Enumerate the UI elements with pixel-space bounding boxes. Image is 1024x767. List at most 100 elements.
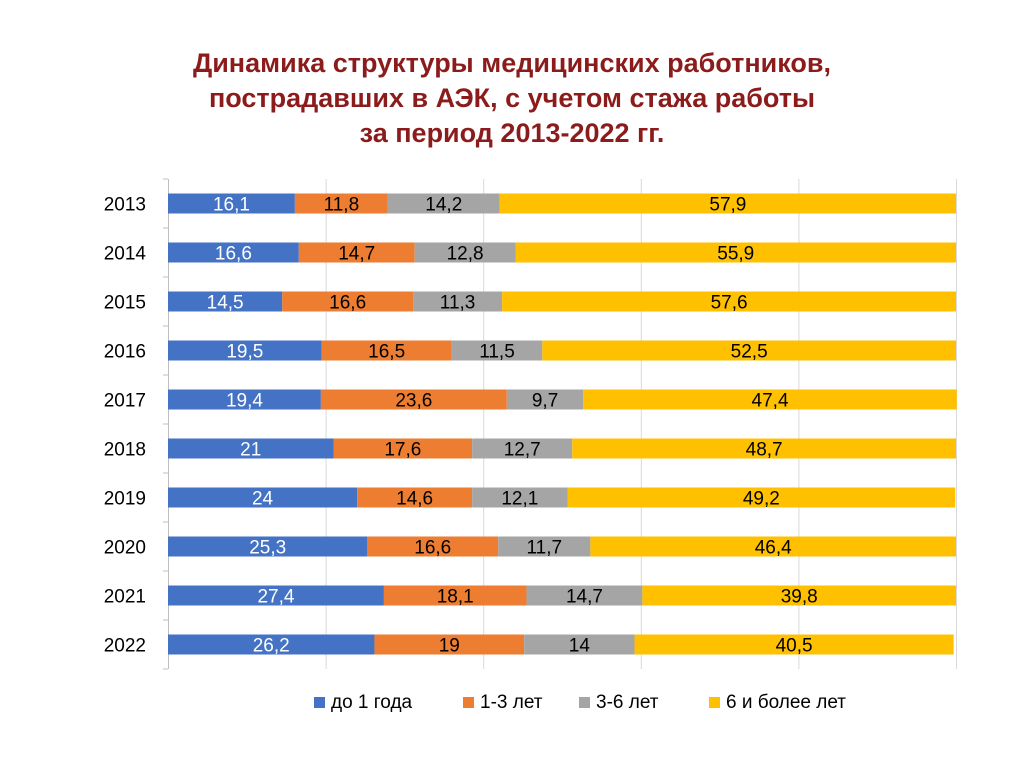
bar-segment [282,291,414,312]
legend-label: 6 и более лет [726,692,846,713]
bar-segment [374,634,525,655]
bar-segment [298,242,415,263]
chart-title: Динамика структуры медицинских работнико… [0,46,1024,151]
bar-segment [168,389,321,410]
bar-segment [583,389,957,410]
data-label: 18,1 [437,587,474,608]
category-label: 2020 [104,538,146,559]
data-label: 11,5 [479,342,515,363]
data-label: 19,4 [226,391,263,412]
data-label: 16,5 [368,342,405,363]
bar-segment [506,389,584,410]
category-label: 2022 [104,636,146,657]
data-label: 52,5 [731,342,768,363]
bar-segment [357,487,473,508]
bar-segment [367,536,499,557]
data-label: 16,6 [414,538,451,559]
data-label: 14,6 [396,489,433,510]
category-label: 2021 [104,587,146,608]
legend-swatch [709,697,720,708]
bar-segment [413,291,503,312]
data-label: 14,5 [207,293,244,314]
bar-segment [642,585,956,606]
data-label: 40,5 [776,636,813,657]
data-label: 55,9 [717,244,754,265]
bar-segment [168,291,283,312]
data-label: 27,4 [257,587,294,608]
data-label: 26,2 [253,636,290,657]
data-label: 57,6 [711,293,748,314]
data-label: 24 [252,489,274,510]
bar-segment [168,340,322,361]
bar-segment [168,242,299,263]
bar-segment [383,585,527,606]
bar-segment [515,242,956,263]
legend-label: до 1 года [331,692,413,713]
category-label: 2014 [104,244,147,265]
data-label: 11,7 [526,538,562,559]
data-label: 12,1 [501,489,538,510]
bar-segment [168,634,375,655]
bar-segment [526,585,643,606]
bar-segment [590,536,956,557]
bar-segment [524,634,635,655]
bar-segment [572,438,956,459]
data-label: 12,8 [447,244,484,265]
data-label: 19,5 [226,342,263,363]
legend-label: 3-6 лет [596,692,659,713]
bar-segment [472,438,573,459]
legend-swatch [314,697,325,708]
bar-segment [472,487,568,508]
data-label: 14 [569,636,591,657]
bar-segment [414,242,516,263]
data-label: 25,3 [249,538,286,559]
title-line-1: Динамика структуры медицинских работнико… [192,48,832,78]
bar-segment [498,536,591,557]
data-label: 23,6 [395,391,432,412]
data-label: 49,2 [743,489,780,510]
data-label: 16,6 [329,293,366,314]
data-label: 57,9 [709,195,746,216]
title-line-2: пострадавших в АЭК, с учетом стажа работ… [208,83,816,113]
data-label: 14,7 [566,587,603,608]
bar-segment [634,634,954,655]
title-line-3: за период 2013-2022 гг. [359,118,665,148]
bar-segment [387,193,500,214]
data-label: 12,7 [504,440,541,461]
data-label: 16,1 [213,195,250,216]
bar-segment [499,193,956,214]
legend-swatch [579,697,590,708]
data-label: 11,3 [440,293,476,314]
data-label: 9,7 [532,391,558,412]
bar-segment [168,487,358,508]
bar-segment [321,340,452,361]
bar-segment [542,340,956,361]
legend-label: 1-3 лет [480,692,543,713]
data-label: 16,6 [215,244,252,265]
data-label: 46,4 [755,538,792,559]
bar-segment [294,193,388,214]
bar-segment [168,193,295,214]
data-label: 19 [439,636,460,657]
category-label: 2015 [104,293,146,314]
category-label: 2018 [104,440,146,461]
bar-segment [168,438,334,459]
category-label: 2019 [104,489,146,510]
category-label: 2017 [104,391,146,412]
data-label: 14,7 [338,244,375,265]
data-label: 11,8 [324,195,360,216]
bar-segment [502,291,956,312]
bar-segment [320,389,507,410]
bar-segment [451,340,543,361]
bar-segment [168,536,368,557]
data-label: 47,4 [752,391,789,412]
legend-swatch [463,697,474,708]
data-label: 21 [240,440,261,461]
category-label: 2013 [104,195,146,216]
data-label: 14,2 [425,195,462,216]
bar-segment [567,487,956,508]
data-label: 17,6 [384,440,421,461]
bar-segment [333,438,473,459]
data-label: 48,7 [746,440,783,461]
